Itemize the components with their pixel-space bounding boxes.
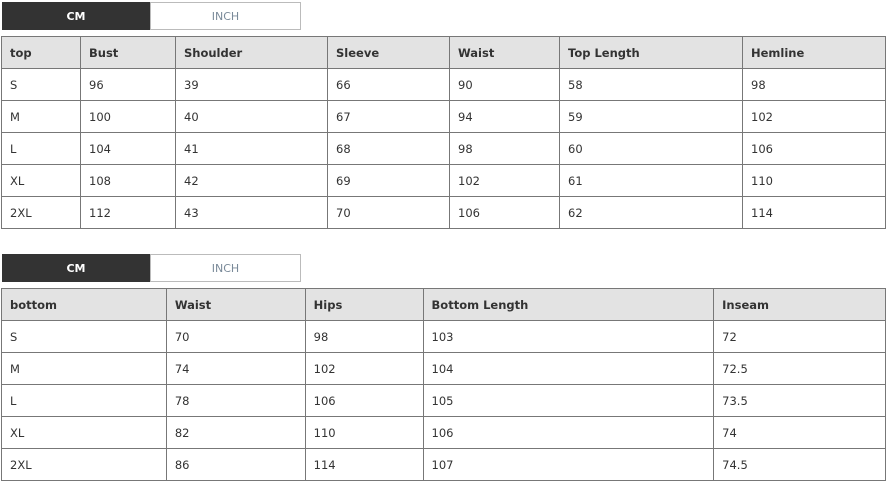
table-cell: L [1, 384, 167, 417]
table-cell: 105 [422, 384, 715, 417]
table-cell: 98 [304, 320, 424, 353]
table-cell: 70 [165, 320, 306, 353]
table-cell: 43 [175, 196, 328, 229]
table-cell: 107 [422, 448, 715, 481]
tab-cm[interactable]: CM [2, 254, 150, 282]
column-header: top [1, 36, 81, 69]
table-cell: 114 [304, 448, 424, 481]
header-row: top Bust Shoulder Sleeve Waist Top Length Heml… [1, 36, 886, 69]
table-cell: 102 [449, 164, 560, 197]
table-cell: 41 [175, 132, 328, 165]
table-cell: 74.5 [713, 448, 886, 481]
column-header: Waist [449, 36, 560, 69]
table-cell: 112 [80, 196, 176, 229]
table-cell: 61 [559, 164, 743, 197]
column-header: Shoulder [175, 36, 328, 69]
column-header: Sleeve [327, 36, 450, 69]
table-row: 2XL 112 43 70 106 62 114 [1, 196, 886, 229]
table-cell: S [1, 68, 81, 101]
table-cell: 66 [327, 68, 450, 101]
table-cell: 72.5 [713, 352, 886, 385]
header-row: bottom Waist Hips Bottom Length Inseam [1, 288, 886, 321]
table-row: XL 82 110 106 74 [1, 416, 886, 449]
table-cell: 74 [713, 416, 886, 449]
table-row: XL 108 42 69 102 61 110 [1, 164, 886, 197]
table-row: M 100 40 67 94 59 102 [1, 100, 886, 133]
table-row: L 104 41 68 98 60 106 [1, 132, 886, 165]
column-header: Hemline [742, 36, 886, 69]
table-cell: 102 [742, 100, 886, 133]
table-cell: 70 [327, 196, 450, 229]
table-cell: M [1, 100, 81, 133]
table-cell: 110 [304, 416, 424, 449]
table-cell: 110 [742, 164, 886, 197]
table-cell: 2XL [1, 196, 81, 229]
table-cell: 69 [327, 164, 450, 197]
table-cell: XL [1, 416, 167, 449]
table-cell: 102 [304, 352, 424, 385]
tab-cm[interactable]: CM [2, 2, 150, 30]
table-cell: 90 [449, 68, 560, 101]
tab-inch[interactable]: INCH [150, 254, 301, 282]
column-header: Bust [80, 36, 176, 69]
table-cell: 60 [559, 132, 743, 165]
table-cell: 106 [304, 384, 424, 417]
column-header: Top Length [559, 36, 743, 69]
table-cell: 100 [80, 100, 176, 133]
table-cell: 62 [559, 196, 743, 229]
table-cell: 59 [559, 100, 743, 133]
table-row: S 96 39 66 90 58 98 [1, 68, 886, 101]
column-header: Hips [304, 288, 424, 321]
bottom-size-table: bottom Waist Hips Bottom Length Inseam S 70 98 1… [1, 288, 886, 481]
table-cell: 78 [165, 384, 306, 417]
table-cell: 94 [449, 100, 560, 133]
table-cell: 39 [175, 68, 328, 101]
table-cell: 40 [175, 100, 328, 133]
table-cell: XL [1, 164, 81, 197]
column-header: bottom [1, 288, 167, 321]
table-cell: 103 [422, 320, 715, 353]
table-cell: 106 [449, 196, 560, 229]
tab-inch[interactable]: INCH [150, 2, 301, 30]
table-cell: 73.5 [713, 384, 886, 417]
table-row: S 70 98 103 72 [1, 320, 886, 353]
table-cell: 74 [165, 352, 306, 385]
table-cell: 58 [559, 68, 743, 101]
table-cell: 106 [742, 132, 886, 165]
top-size-table: top Bust Shoulder Sleeve Waist Top Length Heml… [1, 36, 886, 229]
table-row: M 74 102 104 72.5 [1, 352, 886, 385]
table-cell: 42 [175, 164, 328, 197]
unit-tabs-top: CM INCH [2, 2, 301, 30]
table-cell: 104 [422, 352, 715, 385]
table-cell: 108 [80, 164, 176, 197]
table-cell: 2XL [1, 448, 167, 481]
table-cell: 68 [327, 132, 450, 165]
table-row: L 78 106 105 73.5 [1, 384, 886, 417]
table-cell: S [1, 320, 167, 353]
table-cell: M [1, 352, 167, 385]
table-cell: 82 [165, 416, 306, 449]
column-header: Waist [165, 288, 306, 321]
table-cell: 86 [165, 448, 306, 481]
table-cell: 114 [742, 196, 886, 229]
column-header: Inseam [713, 288, 886, 321]
column-header: Bottom Length [422, 288, 715, 321]
table-cell: 72 [713, 320, 886, 353]
unit-tabs-bottom: CM INCH [2, 254, 301, 282]
table-cell: 104 [80, 132, 176, 165]
table-cell: 106 [422, 416, 715, 449]
table-cell: 98 [742, 68, 886, 101]
table-row: 2XL 86 114 107 74.5 [1, 448, 886, 481]
table-cell: 67 [327, 100, 450, 133]
table-cell: L [1, 132, 81, 165]
table-cell: 96 [80, 68, 176, 101]
table-cell: 98 [449, 132, 560, 165]
